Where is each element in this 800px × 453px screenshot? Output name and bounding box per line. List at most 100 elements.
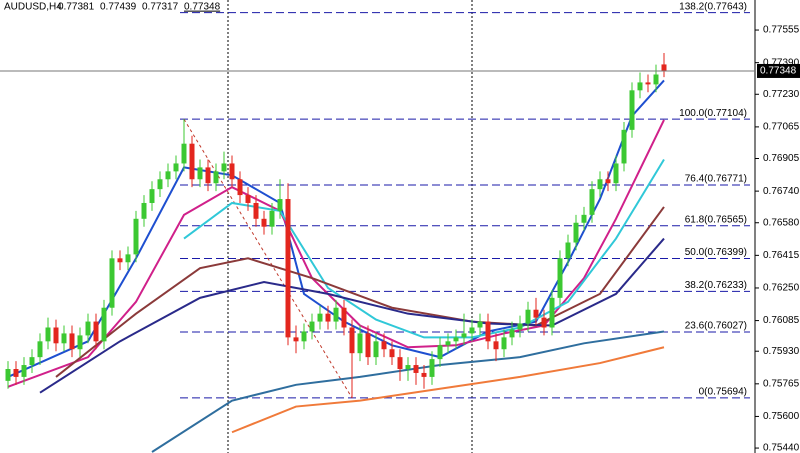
candle-body bbox=[141, 202, 147, 219]
candle-body bbox=[277, 199, 283, 211]
candle-body bbox=[365, 333, 371, 358]
candle-body bbox=[429, 359, 435, 377]
candle-body bbox=[285, 199, 291, 338]
y-tick-label: 0.77390 bbox=[763, 57, 800, 68]
candle-body bbox=[325, 313, 331, 322]
candle-body bbox=[69, 333, 75, 350]
candle-body bbox=[165, 171, 171, 180]
candle-body bbox=[549, 297, 555, 328]
candle-body bbox=[653, 74, 659, 85]
moving-average bbox=[231, 346, 665, 434]
candle-body bbox=[133, 218, 139, 255]
candle-body bbox=[157, 179, 163, 190]
candle-body bbox=[341, 307, 347, 328]
candle-body bbox=[621, 129, 627, 164]
current-price-box bbox=[757, 63, 800, 78]
candle-body bbox=[261, 218, 267, 227]
fib-label: 23.6(0.76027) bbox=[685, 321, 747, 332]
candle-body bbox=[517, 323, 523, 330]
candle-body bbox=[93, 321, 99, 342]
candle-body bbox=[37, 341, 43, 358]
candle-body bbox=[117, 258, 123, 263]
candle-body bbox=[213, 171, 219, 184]
candle-body bbox=[205, 167, 211, 184]
candle-body bbox=[557, 258, 563, 298]
candle-body bbox=[533, 309, 539, 318]
candle-body bbox=[125, 254, 131, 263]
candle-body bbox=[445, 341, 451, 346]
candle-body bbox=[149, 189, 155, 203]
symbol-title: AUDUSD,H4 bbox=[4, 2, 62, 13]
current-price-label: 0.77348 bbox=[760, 66, 797, 77]
header-value: 0.77317 bbox=[142, 2, 179, 13]
y-tick-label: 0.77065 bbox=[763, 122, 800, 133]
y-tick-label: 0.76250 bbox=[763, 283, 800, 294]
candle-body bbox=[173, 163, 179, 172]
candle-body bbox=[541, 317, 547, 328]
candle-body bbox=[317, 313, 323, 322]
header-value: 0.77348 bbox=[184, 2, 221, 13]
candle-body bbox=[269, 210, 275, 227]
y-tick-label: 0.77555 bbox=[763, 25, 800, 36]
header-value: 0.77439 bbox=[100, 2, 137, 13]
candle-body bbox=[389, 349, 395, 358]
candle-body bbox=[637, 82, 643, 91]
y-tick-label: 0.76580 bbox=[763, 217, 800, 228]
candle-body bbox=[581, 214, 587, 223]
candle-body bbox=[477, 321, 483, 328]
fib-label: 76.4(0.76771) bbox=[685, 174, 747, 185]
candle-body bbox=[525, 309, 531, 324]
candle-body bbox=[5, 369, 11, 381]
y-tick-label: 0.75765 bbox=[763, 378, 800, 389]
candle-body bbox=[253, 202, 259, 219]
candle-body bbox=[661, 64, 667, 71]
moving-average bbox=[183, 158, 665, 339]
candle-body bbox=[109, 258, 115, 308]
fib-trend-line bbox=[183, 118, 353, 399]
candle-body bbox=[333, 307, 339, 322]
fib-label: 38.2(0.76233) bbox=[685, 280, 747, 291]
fib-label: 61.8(0.76565) bbox=[685, 214, 747, 225]
y-tick-label: 0.77230 bbox=[763, 89, 800, 100]
moving-average bbox=[55, 206, 665, 378]
candle-body bbox=[101, 307, 107, 342]
candle-body bbox=[29, 357, 35, 366]
y-tick-label: 0.76415 bbox=[763, 250, 800, 261]
candle-body bbox=[349, 327, 355, 354]
candle-body bbox=[613, 163, 619, 184]
candle-body bbox=[245, 195, 251, 203]
candle-body bbox=[573, 222, 579, 243]
candle-body bbox=[357, 333, 363, 354]
fib-label: 50.0(0.76399) bbox=[685, 247, 747, 258]
candle-body bbox=[485, 321, 491, 342]
candle-body bbox=[405, 365, 411, 370]
candle-body bbox=[589, 189, 595, 215]
y-tick-label: 0.75440 bbox=[763, 443, 800, 453]
candle-body bbox=[181, 143, 187, 164]
candle-body bbox=[421, 372, 427, 377]
y-tick-label: 0.75930 bbox=[763, 346, 800, 357]
candle-body bbox=[461, 333, 467, 338]
y-tick-label: 0.76085 bbox=[763, 315, 800, 326]
candle-body bbox=[565, 242, 571, 259]
candle-body bbox=[437, 345, 443, 360]
candle-body bbox=[501, 337, 507, 350]
candle-body bbox=[453, 337, 459, 342]
candle-body bbox=[189, 143, 195, 180]
candle-body bbox=[381, 341, 387, 350]
candle-body bbox=[629, 90, 635, 130]
fib-label: 100.0(0.77104) bbox=[679, 108, 747, 119]
candle-body bbox=[45, 327, 51, 342]
candle-body bbox=[645, 82, 651, 85]
candle-body bbox=[509, 329, 515, 338]
candle-body bbox=[293, 337, 299, 342]
candle-body bbox=[53, 327, 59, 344]
fib-label: 0(0.75694) bbox=[699, 386, 747, 397]
candle-body bbox=[469, 327, 475, 334]
candle-body bbox=[373, 341, 379, 358]
candle-body bbox=[301, 331, 307, 342]
candle-body bbox=[77, 335, 83, 350]
candle-body bbox=[197, 167, 203, 180]
